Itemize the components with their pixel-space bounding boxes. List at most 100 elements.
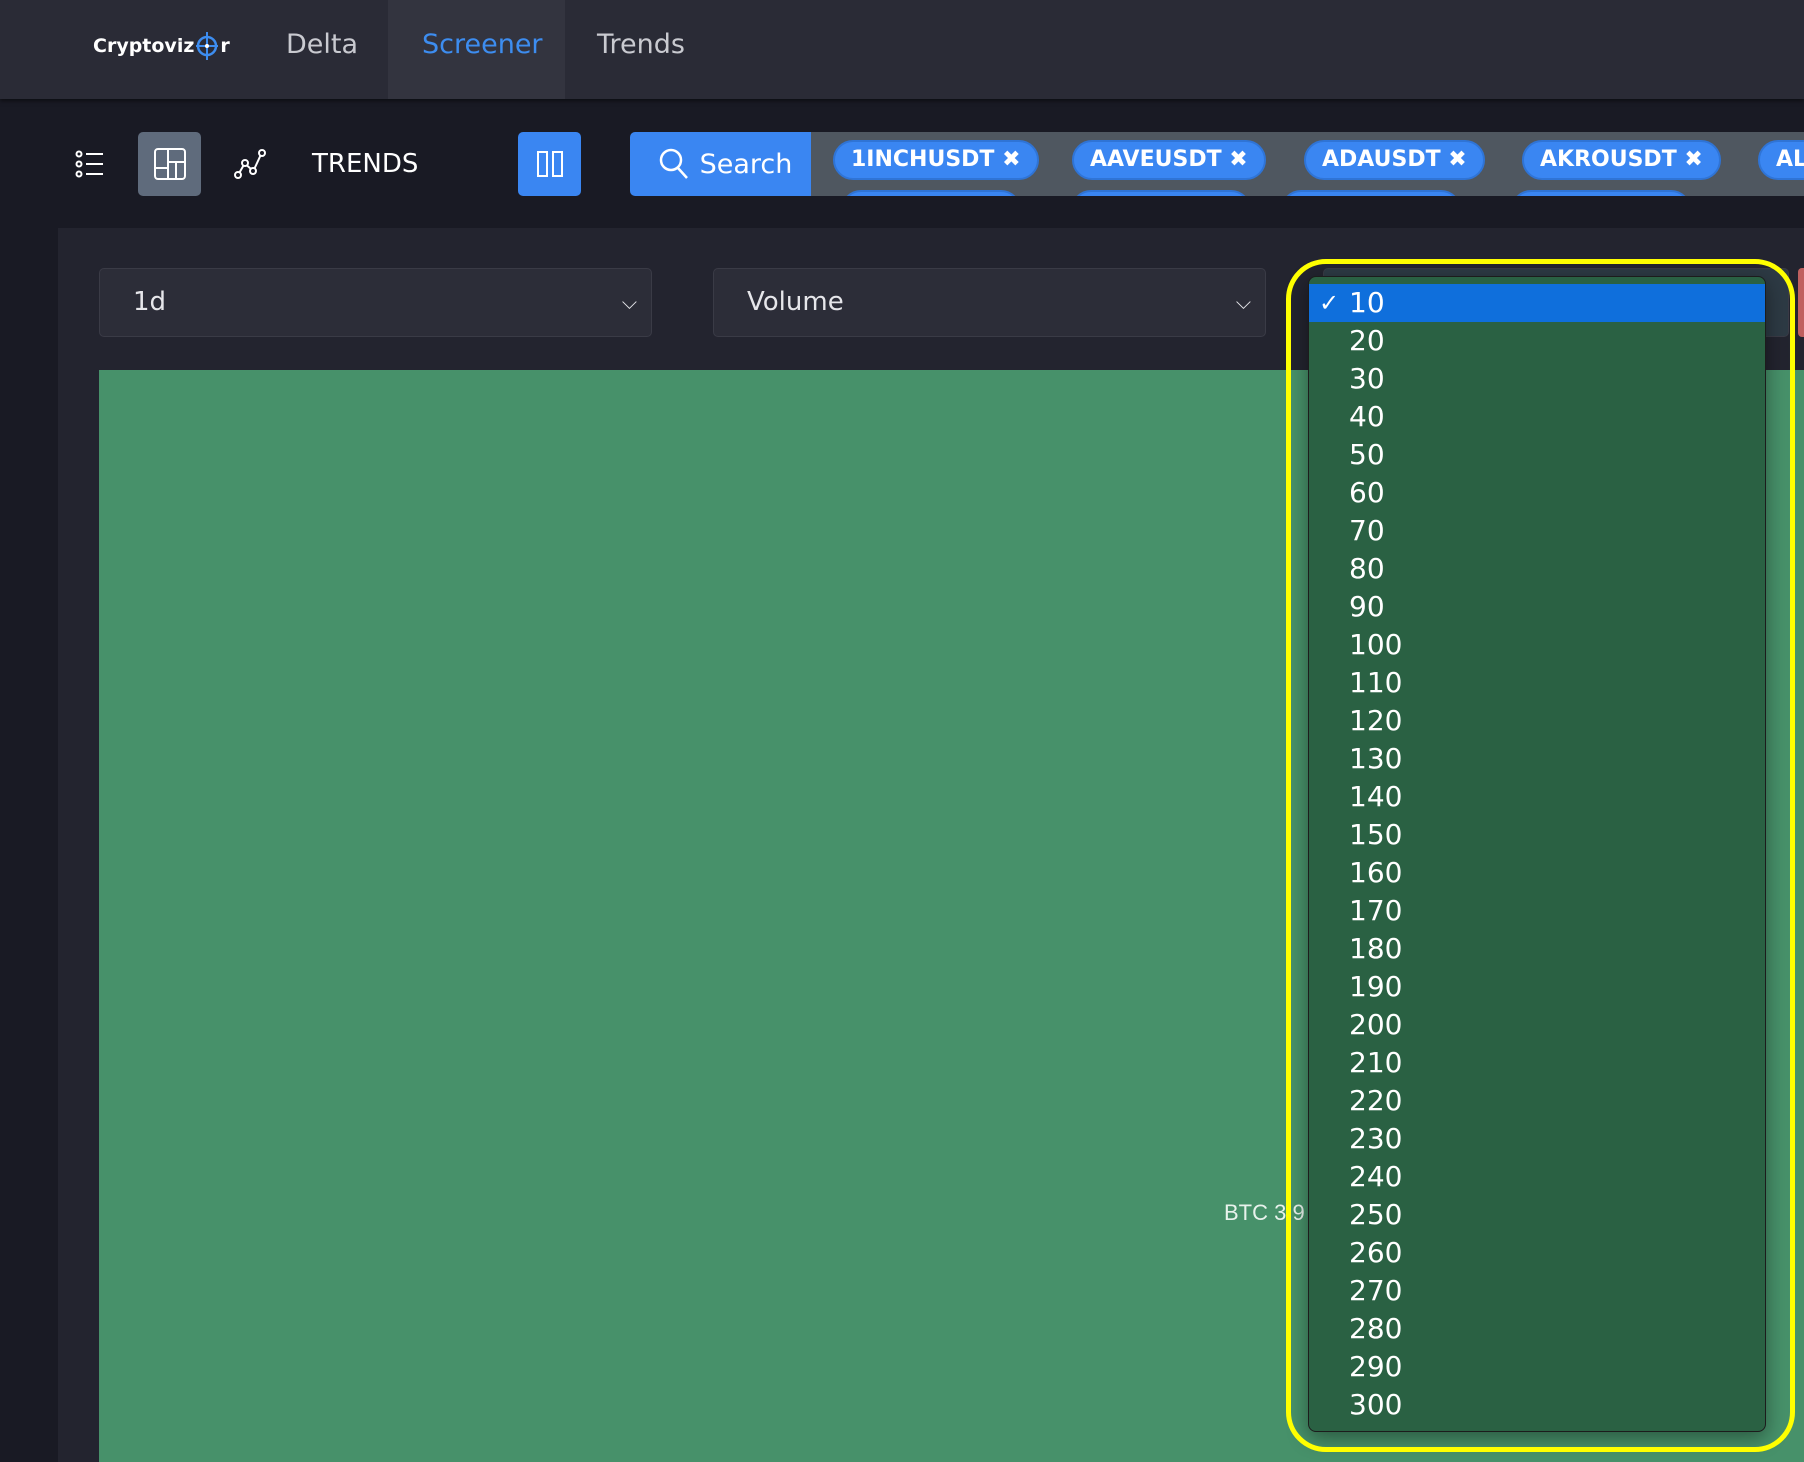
option-label: 280 <box>1349 1312 1403 1345</box>
tab-screener[interactable]: Screener <box>388 0 565 99</box>
tag-chip[interactable] <box>1511 190 1691 196</box>
dropdown-option[interactable]: 150 <box>1309 816 1765 854</box>
option-label: 110 <box>1349 666 1403 699</box>
option-label: 270 <box>1349 1274 1403 1307</box>
interval-value: 1d <box>133 287 167 317</box>
tag-chip[interactable] <box>841 190 1021 196</box>
dropdown-option[interactable]: 30 <box>1309 360 1765 398</box>
dropdown-option[interactable]: 290 <box>1309 1348 1765 1386</box>
option-label: 60 <box>1349 476 1385 509</box>
tag-chip[interactable]: AAVEUSDT ✖ <box>1072 140 1266 180</box>
dropdown-option[interactable]: 130 <box>1309 740 1765 778</box>
close-icon[interactable]: ✖ <box>1684 147 1703 172</box>
tab-delta[interactable]: Delta <box>286 29 359 60</box>
dropdown-option[interactable]: 50 <box>1309 436 1765 474</box>
count-dropdown-list: ✓ 10 20 30 40 50 60 70 80 90 100 110 120 130 140 150 160… <box>1308 276 1766 1432</box>
dropdown-option[interactable]: ✓ 10 <box>1309 284 1765 322</box>
dropdown-option[interactable]: 40 <box>1309 398 1765 436</box>
tag-label: AKROUSDT <box>1540 147 1677 172</box>
close-icon[interactable]: ✖ <box>1002 147 1021 172</box>
search-button[interactable]: Search <box>630 132 820 196</box>
dropdown-option[interactable]: 230 <box>1309 1120 1765 1158</box>
dropdown-option[interactable]: 260 <box>1309 1234 1765 1272</box>
tag-label: 1INCHUSDT <box>851 147 995 172</box>
dropdown-option[interactable]: 220 <box>1309 1082 1765 1120</box>
dropdown-option[interactable]: 200 <box>1309 1006 1765 1044</box>
option-label: 250 <box>1349 1198 1403 1231</box>
dropdown-option[interactable]: 60 <box>1309 474 1765 512</box>
dropdown-option[interactable]: 90 <box>1309 588 1765 626</box>
dropdown-option[interactable]: 280 <box>1309 1310 1765 1348</box>
line-chart-icon <box>234 149 266 179</box>
dropdown-option[interactable]: 210 <box>1309 1044 1765 1082</box>
tag-chip[interactable] <box>1281 190 1461 196</box>
option-label: 170 <box>1349 894 1403 927</box>
tag-chip[interactable] <box>1071 190 1251 196</box>
interval-select[interactable]: 1d ⌵ <box>99 268 652 337</box>
dropdown-option[interactable]: 190 <box>1309 968 1765 1006</box>
tag-label: AAVEUSDT <box>1090 147 1222 172</box>
top-nav: Cryptoviz r Delta Screener Trends <box>0 0 1804 99</box>
tag-chip[interactable]: AL <box>1758 140 1804 180</box>
dropdown-option[interactable]: 170 <box>1309 892 1765 930</box>
columns-toggle-button[interactable] <box>518 132 581 196</box>
option-label: 160 <box>1349 856 1403 889</box>
tab-trends[interactable]: Trends <box>597 29 685 60</box>
dropdown-option[interactable]: 70 <box>1309 512 1765 550</box>
tag-chip[interactable]: 1INCHUSDT ✖ <box>833 140 1039 180</box>
option-label: 240 <box>1349 1160 1403 1193</box>
dropdown-option[interactable]: 270 <box>1309 1272 1765 1310</box>
dropdown-option[interactable]: 240 <box>1309 1158 1765 1196</box>
dropdown-option[interactable]: 20 <box>1309 322 1765 360</box>
dropdown-option[interactable]: 100 <box>1309 626 1765 664</box>
close-icon[interactable]: ✖ <box>1229 147 1248 172</box>
option-label: 150 <box>1349 818 1403 851</box>
dropdown-option[interactable]: 180 <box>1309 930 1765 968</box>
trends-label: TRENDS <box>312 149 419 179</box>
trend-view-button[interactable] <box>232 132 268 196</box>
option-label: 140 <box>1349 780 1403 813</box>
tag-chip[interactable]: AKROUSDT ✖ <box>1522 140 1721 180</box>
dropdown-option[interactable]: 120 <box>1309 702 1765 740</box>
dropdown-option[interactable]: 160 <box>1309 854 1765 892</box>
logo-suffix: r <box>220 35 230 57</box>
option-label: 100 <box>1349 628 1403 661</box>
treemap-view-button[interactable] <box>138 132 201 196</box>
dropdown-option[interactable]: 110 <box>1309 664 1765 702</box>
action-button[interactable] <box>1798 268 1804 337</box>
dropdown-option[interactable]: 300 <box>1309 1386 1765 1424</box>
list-view-button[interactable] <box>72 132 108 196</box>
treemap-cell-label[interactable]: BTC 3.9 <box>1224 1200 1305 1225</box>
option-label: 290 <box>1349 1350 1403 1383</box>
logo[interactable]: Cryptoviz r <box>93 30 230 62</box>
option-label: 30 <box>1349 362 1385 395</box>
tag-label: ADAUSDT <box>1322 147 1441 172</box>
close-icon[interactable]: ✖ <box>1448 147 1467 172</box>
checkmark-icon: ✓ <box>1319 289 1340 317</box>
option-label: 10 <box>1349 286 1385 319</box>
dropdown-option[interactable]: 140 <box>1309 778 1765 816</box>
option-label: 230 <box>1349 1122 1403 1155</box>
option-label: 70 <box>1349 514 1385 547</box>
metric-select[interactable]: Volume ⌵ <box>713 268 1266 337</box>
option-label: 200 <box>1349 1008 1403 1041</box>
option-label: 130 <box>1349 742 1403 775</box>
option-label: 120 <box>1349 704 1403 737</box>
option-label: 20 <box>1349 324 1385 357</box>
option-label: 50 <box>1349 438 1385 471</box>
chevron-down-icon: ⌵ <box>621 290 637 314</box>
dropdown-option[interactable]: 250 <box>1309 1196 1765 1234</box>
option-label: 90 <box>1349 590 1385 623</box>
option-label: 80 <box>1349 552 1385 585</box>
symbol-tags: 1INCHUSDT ✖ AAVEUSDT ✖ ADAUSDT ✖ AKROUSD… <box>811 132 1804 196</box>
tag-chip[interactable]: ADAUSDT ✖ <box>1304 140 1485 180</box>
chevron-down-icon: ⌵ <box>1235 290 1251 314</box>
option-label: 210 <box>1349 1046 1403 1079</box>
tag-label: AL <box>1776 147 1804 172</box>
columns-icon <box>536 151 563 177</box>
search-label: Search <box>699 148 793 180</box>
option-label: 180 <box>1349 932 1403 965</box>
option-label: 300 <box>1349 1388 1403 1421</box>
list-icon <box>75 150 103 178</box>
dropdown-option[interactable]: 80 <box>1309 550 1765 588</box>
